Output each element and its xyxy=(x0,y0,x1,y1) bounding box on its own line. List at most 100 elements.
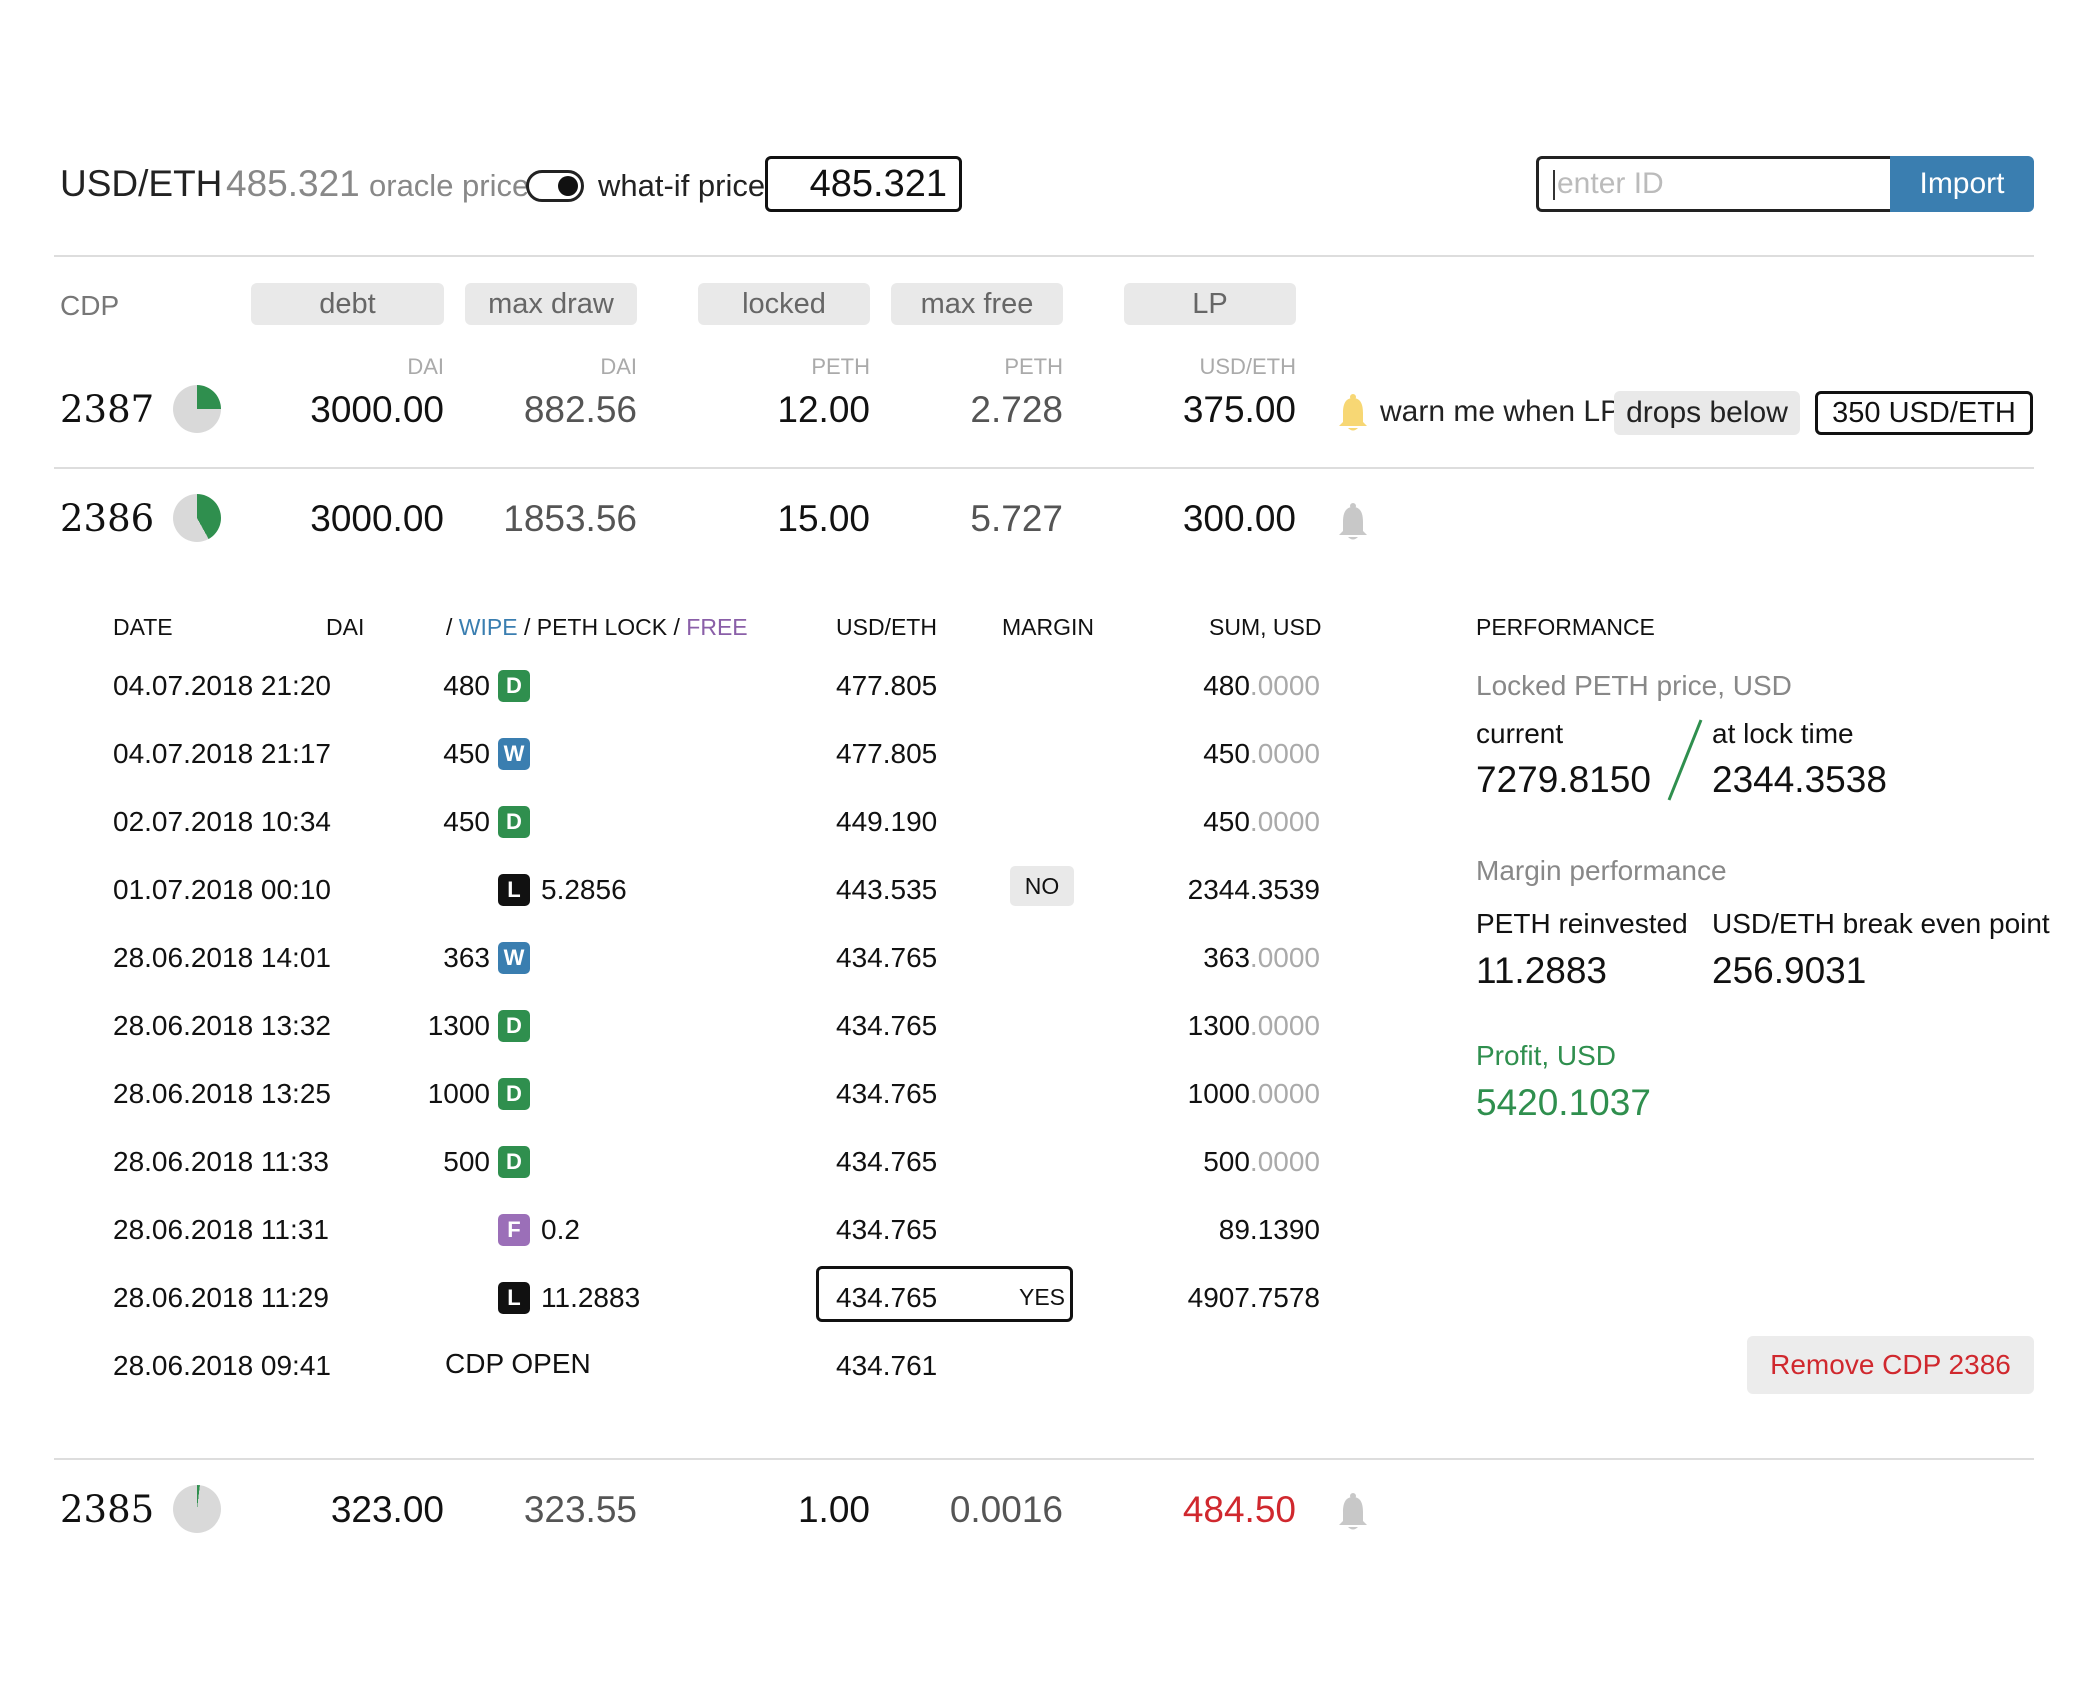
collateral-pie-chart xyxy=(173,1485,221,1533)
history-header-dai: DAI xyxy=(326,614,365,640)
history-sum: 1000.0000 xyxy=(1120,1078,1320,1110)
import-button[interactable]: Import xyxy=(1890,156,2034,212)
profit-label: Profit, USD xyxy=(1476,1040,1617,1071)
history-date: 28.06.2018 14:01 xyxy=(113,942,331,973)
sum-integer: 4907.7578 xyxy=(1187,1282,1320,1313)
cdp-max-free: 0.0016 xyxy=(949,1489,1063,1530)
reinvested-label: PETH reinvested xyxy=(1476,908,1688,939)
history-sum: 450.0000 xyxy=(1120,806,1320,838)
header-separator: / xyxy=(446,614,453,640)
sum-decimals: .0000 xyxy=(1249,1010,1320,1041)
history-sum: 363.0000 xyxy=(1120,942,1320,974)
lock-time-label: at lock time xyxy=(1712,718,1854,749)
collateral-pie-chart xyxy=(173,494,221,542)
wipe-badge: W xyxy=(498,738,530,770)
oracle-price-value: 485.321 xyxy=(226,163,360,204)
sum-decimals: .0000 xyxy=(1249,738,1320,769)
unit-locked: PETH xyxy=(811,354,870,379)
history-dai: 363 xyxy=(443,942,490,973)
sum-integer: 500 xyxy=(1203,1146,1250,1177)
sum-integer: 2344.3539 xyxy=(1187,874,1320,905)
history-sum: 89.1390 xyxy=(1120,1214,1320,1246)
cdp-locked: 1.00 xyxy=(797,1489,870,1530)
history-date: 01.07.2018 00:10 xyxy=(113,874,331,905)
cdp-locked: 12.00 xyxy=(777,389,870,430)
deposit-badge: D xyxy=(498,1078,530,1110)
sort-locked-button[interactable]: locked xyxy=(698,283,870,325)
profit-value: 5420.1037 xyxy=(1476,1082,1651,1123)
history-header-margin: MARGIN xyxy=(1002,614,1094,640)
cdp-lp: 375.00 xyxy=(1182,389,1296,430)
history-dai: 480 xyxy=(443,670,490,701)
performance-title: PERFORMANCE xyxy=(1476,614,1655,640)
cdp-open-label: CDP OPEN xyxy=(445,1348,591,1379)
cdp-id: 2387 xyxy=(60,388,155,431)
price-mode-toggle[interactable] xyxy=(526,170,584,202)
history-date: 28.06.2018 13:25 xyxy=(113,1078,331,1109)
header-wipe: WIPE xyxy=(458,614,518,640)
bell-icon[interactable] xyxy=(1338,502,1368,542)
row-divider xyxy=(54,467,2034,469)
margin-performance-label: Margin performance xyxy=(1476,855,1727,886)
warn-threshold-input[interactable]: 350 USD/ETH xyxy=(1815,391,2033,435)
sort-max-draw-button[interactable]: max draw xyxy=(465,283,637,325)
header-separator: / xyxy=(523,614,531,640)
sum-integer: 363 xyxy=(1203,942,1250,973)
history-usd-eth: 477.805 xyxy=(836,670,938,701)
cdp-debt: 3000.00 xyxy=(310,389,444,430)
history-date: 04.07.2018 21:17 xyxy=(113,738,331,769)
warn-condition-select[interactable]: drops below xyxy=(1614,391,1800,435)
history-sum: 450.0000 xyxy=(1120,738,1320,770)
history-date: 28.06.2018 09:41 xyxy=(113,1350,331,1381)
cdp-id: 2385 xyxy=(60,1488,155,1531)
deposit-badge: D xyxy=(498,806,530,838)
bell-icon[interactable] xyxy=(1338,1492,1368,1532)
sort-max-free-button[interactable]: max free xyxy=(891,283,1063,325)
history-date: 28.06.2018 11:31 xyxy=(113,1214,329,1245)
cdp-debt: 323.00 xyxy=(330,1489,444,1530)
cdp-max-draw: 882.56 xyxy=(523,389,637,430)
cdp-id-placeholder: enter ID xyxy=(1557,167,1664,200)
sum-decimals: .0000 xyxy=(1249,942,1320,973)
remove-cdp-button[interactable]: Remove CDP 2386 xyxy=(1747,1336,2034,1394)
whatif-price-input[interactable]: 485.321 xyxy=(765,156,962,212)
history-sum: 2344.3539 xyxy=(1120,874,1320,906)
history-date: 04.07.2018 21:20 xyxy=(113,670,331,701)
deposit-badge: D xyxy=(498,1146,530,1178)
sum-decimals: .0000 xyxy=(1249,1078,1320,1109)
history-date: 28.06.2018 13:32 xyxy=(113,1010,331,1041)
history-usd-eth: 434.765 xyxy=(836,1078,938,1109)
sum-integer: 450 xyxy=(1203,738,1250,769)
history-dai: 500 xyxy=(443,1146,490,1177)
cdp-max-draw: 323.55 xyxy=(523,1489,637,1530)
sum-decimals: .0000 xyxy=(1249,670,1320,701)
sum-decimals: .0000 xyxy=(1249,1146,1320,1177)
cdp-locked: 15.00 xyxy=(777,498,870,539)
history-usd-eth: 434.765 xyxy=(836,1214,938,1245)
history-header-actions: / WIPE / PETH LOCK / FREE xyxy=(446,614,748,641)
header-divider xyxy=(54,255,2034,257)
history-usd-eth: 477.805 xyxy=(836,738,938,769)
history-dai: 450 xyxy=(443,738,490,769)
sort-debt-button[interactable]: debt xyxy=(251,283,444,325)
collateral-pie-chart xyxy=(173,385,221,433)
bell-active-icon[interactable] xyxy=(1338,393,1368,433)
history-sum: 480.0000 xyxy=(1120,670,1320,702)
text-caret xyxy=(1553,170,1555,201)
history-peth: 5.2856 xyxy=(541,874,627,905)
header-free: FREE xyxy=(686,614,748,640)
row-divider xyxy=(54,1458,2034,1460)
history-header-usd-eth: USD/ETH xyxy=(836,614,937,640)
history-usd-eth: 434.765 xyxy=(836,1146,938,1177)
cdp-column-header: CDP xyxy=(60,290,120,321)
cdp-lp: 300.00 xyxy=(1182,498,1296,539)
cdp-id-input[interactable]: enter ID xyxy=(1536,156,1890,212)
history-date: 28.06.2018 11:29 xyxy=(113,1282,329,1313)
history-header-sum: SUM, USD xyxy=(1209,614,1322,640)
history-usd-eth: 443.535 xyxy=(836,874,938,905)
deposit-badge: D xyxy=(498,670,530,702)
sum-decimals: .0000 xyxy=(1249,806,1320,837)
sort-lp-button[interactable]: LP xyxy=(1124,283,1296,325)
toggle-knob xyxy=(558,176,578,196)
history-header-date: DATE xyxy=(113,614,173,640)
